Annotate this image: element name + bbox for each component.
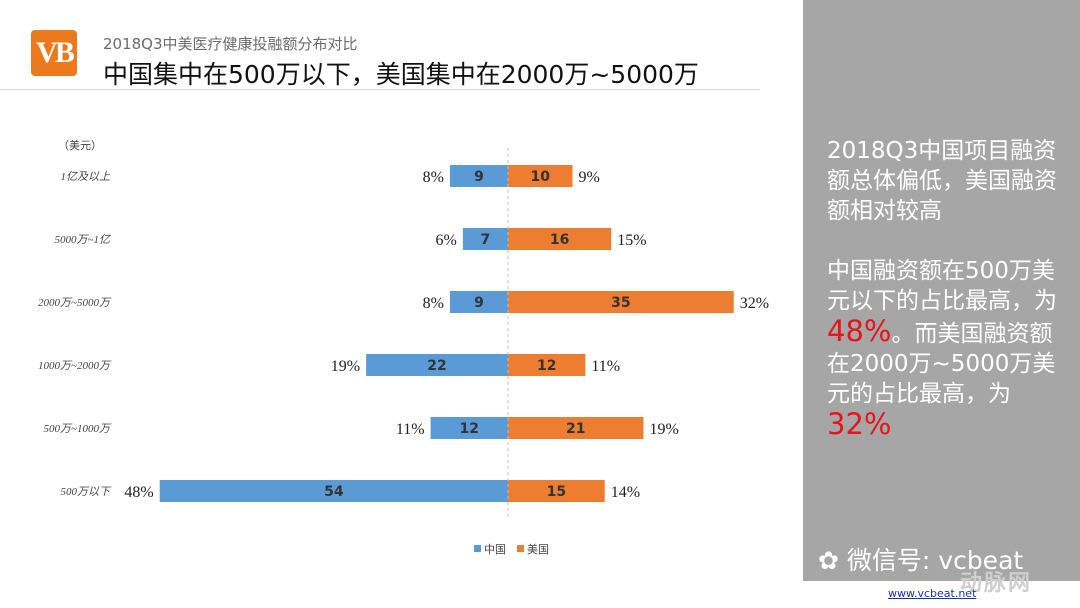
usa-value-label: 35 [611,295,630,311]
usa-percent-label: 9% [579,169,600,186]
china-value-label: 7 [481,232,491,248]
legend-label-china: 中国 [484,543,506,556]
usa-value-label: 12 [537,358,556,374]
usa-percent-label: 14% [611,484,640,501]
china-percent-label: 11% [396,421,425,438]
china-value-label: 12 [460,421,479,437]
wechat-icon: ✿ [818,546,847,575]
china-percent-label: 8% [423,295,444,312]
usa-value-label: 16 [550,232,569,248]
vb-logo: VB [31,30,77,76]
usa-bar [508,228,612,250]
category-label: 2000万~5000万 [38,297,112,309]
sidebar-panel: 2018Q3中国项目融资额总体偏低，美国融资额相对较高 中国融资额在500万美元… [803,0,1080,581]
usa-value-label: 21 [566,421,585,437]
china-value-label: 22 [427,358,446,374]
legend-label-usa: 美国 [527,543,549,556]
china-bar [449,291,508,313]
sidebar-heading: 2018Q3中国项目融资额总体偏低，美国融资额相对较高 [827,138,1057,224]
china-value-label: 54 [324,484,344,500]
china-bar [462,228,508,250]
china-bar [159,480,508,502]
usa-bar [508,417,644,439]
china-value-label: 9 [474,169,484,185]
usa-value-label: 10 [531,169,551,185]
usa-value-label: 15 [547,484,566,500]
category-label: 500万以下 [61,486,112,498]
highlight-china-48: 48% [827,314,892,348]
category-label: 1亿及以上 [61,170,111,183]
title-divider [0,89,760,90]
china-percent-label: 19% [331,358,360,375]
usa-bar [508,165,573,187]
watermark: 动脉网 [960,571,1033,596]
china-percent-label: 6% [436,232,457,249]
site-link[interactable]: www.vcbeat.net [888,587,977,600]
legend-swatch-china [474,545,481,552]
china-value-label: 9 [474,295,484,311]
china-percent-label: 48% [124,484,153,501]
china-bar [449,165,508,187]
highlight-usa-32: 32% [827,407,892,441]
usa-percent-label: 11% [591,358,620,375]
usa-bar [508,291,734,313]
sidebar-body: 中国融资额在500万美元以下的占比最高，为48%。而美国融资额在2000万~50… [827,256,1073,442]
category-label: 5000万~1亿 [55,233,112,246]
category-label: 1000万~2000万 [38,360,112,372]
sidebar-body-part1: 中国融资额在500万美元以下的占比最高，为 [827,258,1057,314]
usa-percent-label: 32% [740,295,769,312]
chart-subtitle: 2018Q3中美医疗健康投融额分布对比 [103,35,358,53]
diverging-bar-chart: （美元） 1亿及以上 9 10 8% 9% 5000万~1亿 7 16 6% 15% 2000万~5… [38,139,769,556]
usa-percent-label: 15% [617,232,646,249]
usa-percent-label: 19% [649,421,678,438]
usa-bar [508,354,586,376]
category-label: 500万~1000万 [44,423,112,435]
china-bar [430,417,508,439]
legend: 中国 美国 [474,543,549,556]
wechat-label: 微信号: vcbeat [846,546,1024,575]
usa-bar [508,480,605,502]
page-title: 中国集中在500万以下，美国集中在2000万~5000万 [103,60,699,89]
legend-swatch-usa [517,545,524,552]
bars-group: 1亿及以上 9 10 8% 9% 5000万~1亿 7 16 6% 15% 2000万~5000万 9… [38,165,769,502]
china-percent-label: 8% [423,169,444,186]
china-bar [366,354,508,376]
wechat-id: ✿ 微信号: vcbeat [818,541,1023,577]
unit-label: （美元） [58,139,102,152]
sidebar-body-part2: 。而美国融资额在2000万~5000万美元的占比最高，为 [827,321,1056,407]
